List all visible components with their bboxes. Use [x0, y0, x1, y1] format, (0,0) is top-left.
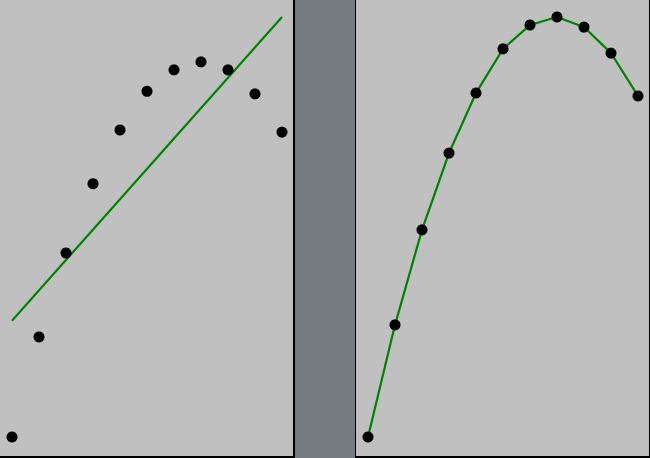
right-data-point — [471, 88, 482, 99]
right-data-point — [579, 22, 590, 33]
right-data-point — [390, 319, 401, 330]
left-data-point — [88, 178, 99, 189]
panel-divider — [295, 0, 355, 458]
left-data-point — [223, 64, 234, 75]
right-data-point — [363, 432, 374, 443]
right-data-point — [552, 12, 563, 23]
right-data-point — [633, 91, 644, 102]
left-data-point — [250, 88, 261, 99]
right-data-point — [417, 224, 428, 235]
right-data-point — [498, 43, 509, 54]
left-fit-line — [12, 17, 282, 321]
left-data-point — [7, 432, 18, 443]
left-data-point — [115, 125, 126, 136]
left-data-point — [34, 332, 45, 343]
left-data-point — [277, 127, 288, 138]
left-data-point — [142, 86, 153, 97]
left-plot-svg — [0, 0, 293, 456]
left-data-point — [196, 56, 207, 67]
right-plot-svg — [356, 0, 649, 456]
left-plot-panel — [0, 0, 295, 458]
right-plot-panel — [355, 0, 650, 458]
right-fit-line — [368, 17, 638, 437]
left-data-point — [61, 248, 72, 259]
right-data-point — [525, 20, 536, 31]
right-data-point — [606, 48, 617, 59]
left-data-point — [169, 64, 180, 75]
right-data-point — [444, 148, 455, 159]
